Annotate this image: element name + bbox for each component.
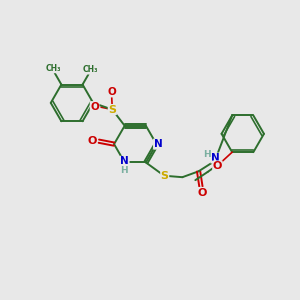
- Text: S: S: [161, 171, 169, 181]
- Text: N: N: [211, 153, 220, 163]
- Text: CH₃: CH₃: [83, 65, 99, 74]
- Text: CH₃: CH₃: [46, 64, 61, 73]
- Text: O: O: [88, 136, 97, 146]
- Text: O: O: [198, 188, 207, 197]
- Text: O: O: [213, 161, 222, 171]
- Text: N: N: [154, 139, 162, 149]
- Text: N: N: [120, 156, 129, 166]
- Text: S: S: [108, 105, 116, 115]
- Text: O: O: [90, 102, 99, 112]
- Text: O: O: [107, 87, 116, 97]
- Text: H: H: [120, 166, 128, 175]
- Text: H: H: [204, 150, 211, 159]
